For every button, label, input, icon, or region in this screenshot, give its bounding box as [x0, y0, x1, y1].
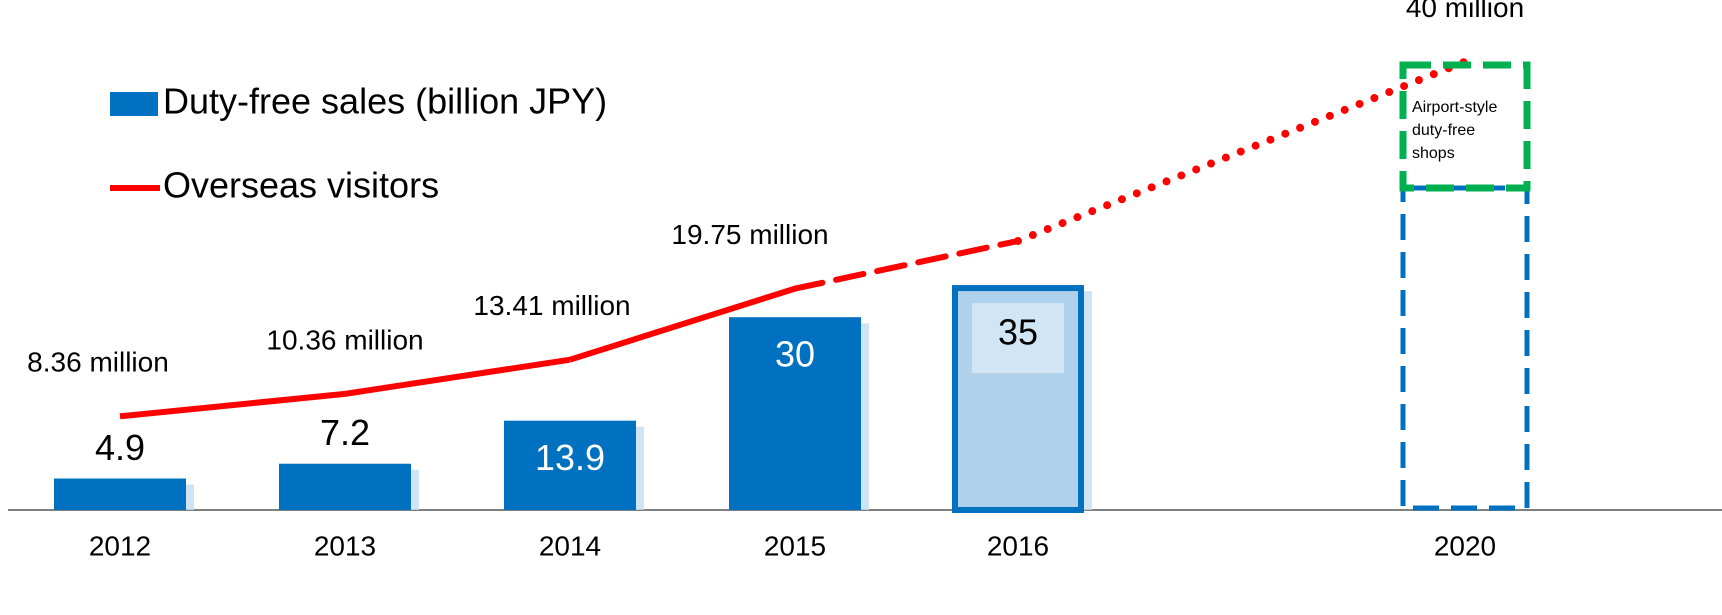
x-tick-label: 2020: [1434, 530, 1496, 561]
x-tick-label: 2013: [314, 530, 376, 561]
annotation-text: shops: [1412, 145, 1455, 162]
legend-label: Overseas visitors: [163, 165, 439, 206]
annotation-text: duty-free: [1412, 122, 1475, 139]
data-label: 8.36 million: [27, 347, 169, 378]
line-segment: [792, 237, 1021, 292]
line-segment: [344, 356, 571, 397]
bar: [279, 463, 411, 510]
data-label: 10.36 million: [266, 324, 423, 355]
bar: [54, 478, 186, 510]
x-tick-label: 2014: [539, 530, 601, 561]
x-tick-label: 2012: [89, 530, 151, 561]
data-label: 7.2: [320, 412, 370, 453]
data-label: 13.41 million: [473, 290, 630, 321]
line-segment: [119, 390, 346, 420]
annotation-text: Airport-style: [1412, 99, 1497, 116]
line-segment: [1014, 57, 1469, 245]
line-segment: [569, 285, 796, 363]
label-box: [972, 303, 1064, 374]
data-label: 13.9: [535, 437, 605, 478]
data-label: 40 million: [1406, 0, 1524, 23]
data-label: 19.75 million: [671, 219, 828, 250]
data-label: 30: [775, 334, 815, 375]
bar: [729, 317, 861, 510]
x-tick-label: 2015: [764, 530, 826, 561]
data-label: 4.9: [95, 427, 145, 468]
x-tick-label: 2016: [987, 530, 1049, 561]
bar: [504, 420, 636, 510]
annotation-box: [1399, 61, 1531, 192]
data-label: 35: [998, 312, 1038, 353]
legend-label: Duty-free sales (billion JPY): [163, 81, 607, 122]
projection-box: [1400, 185, 1530, 511]
legend-swatch: [110, 92, 158, 116]
